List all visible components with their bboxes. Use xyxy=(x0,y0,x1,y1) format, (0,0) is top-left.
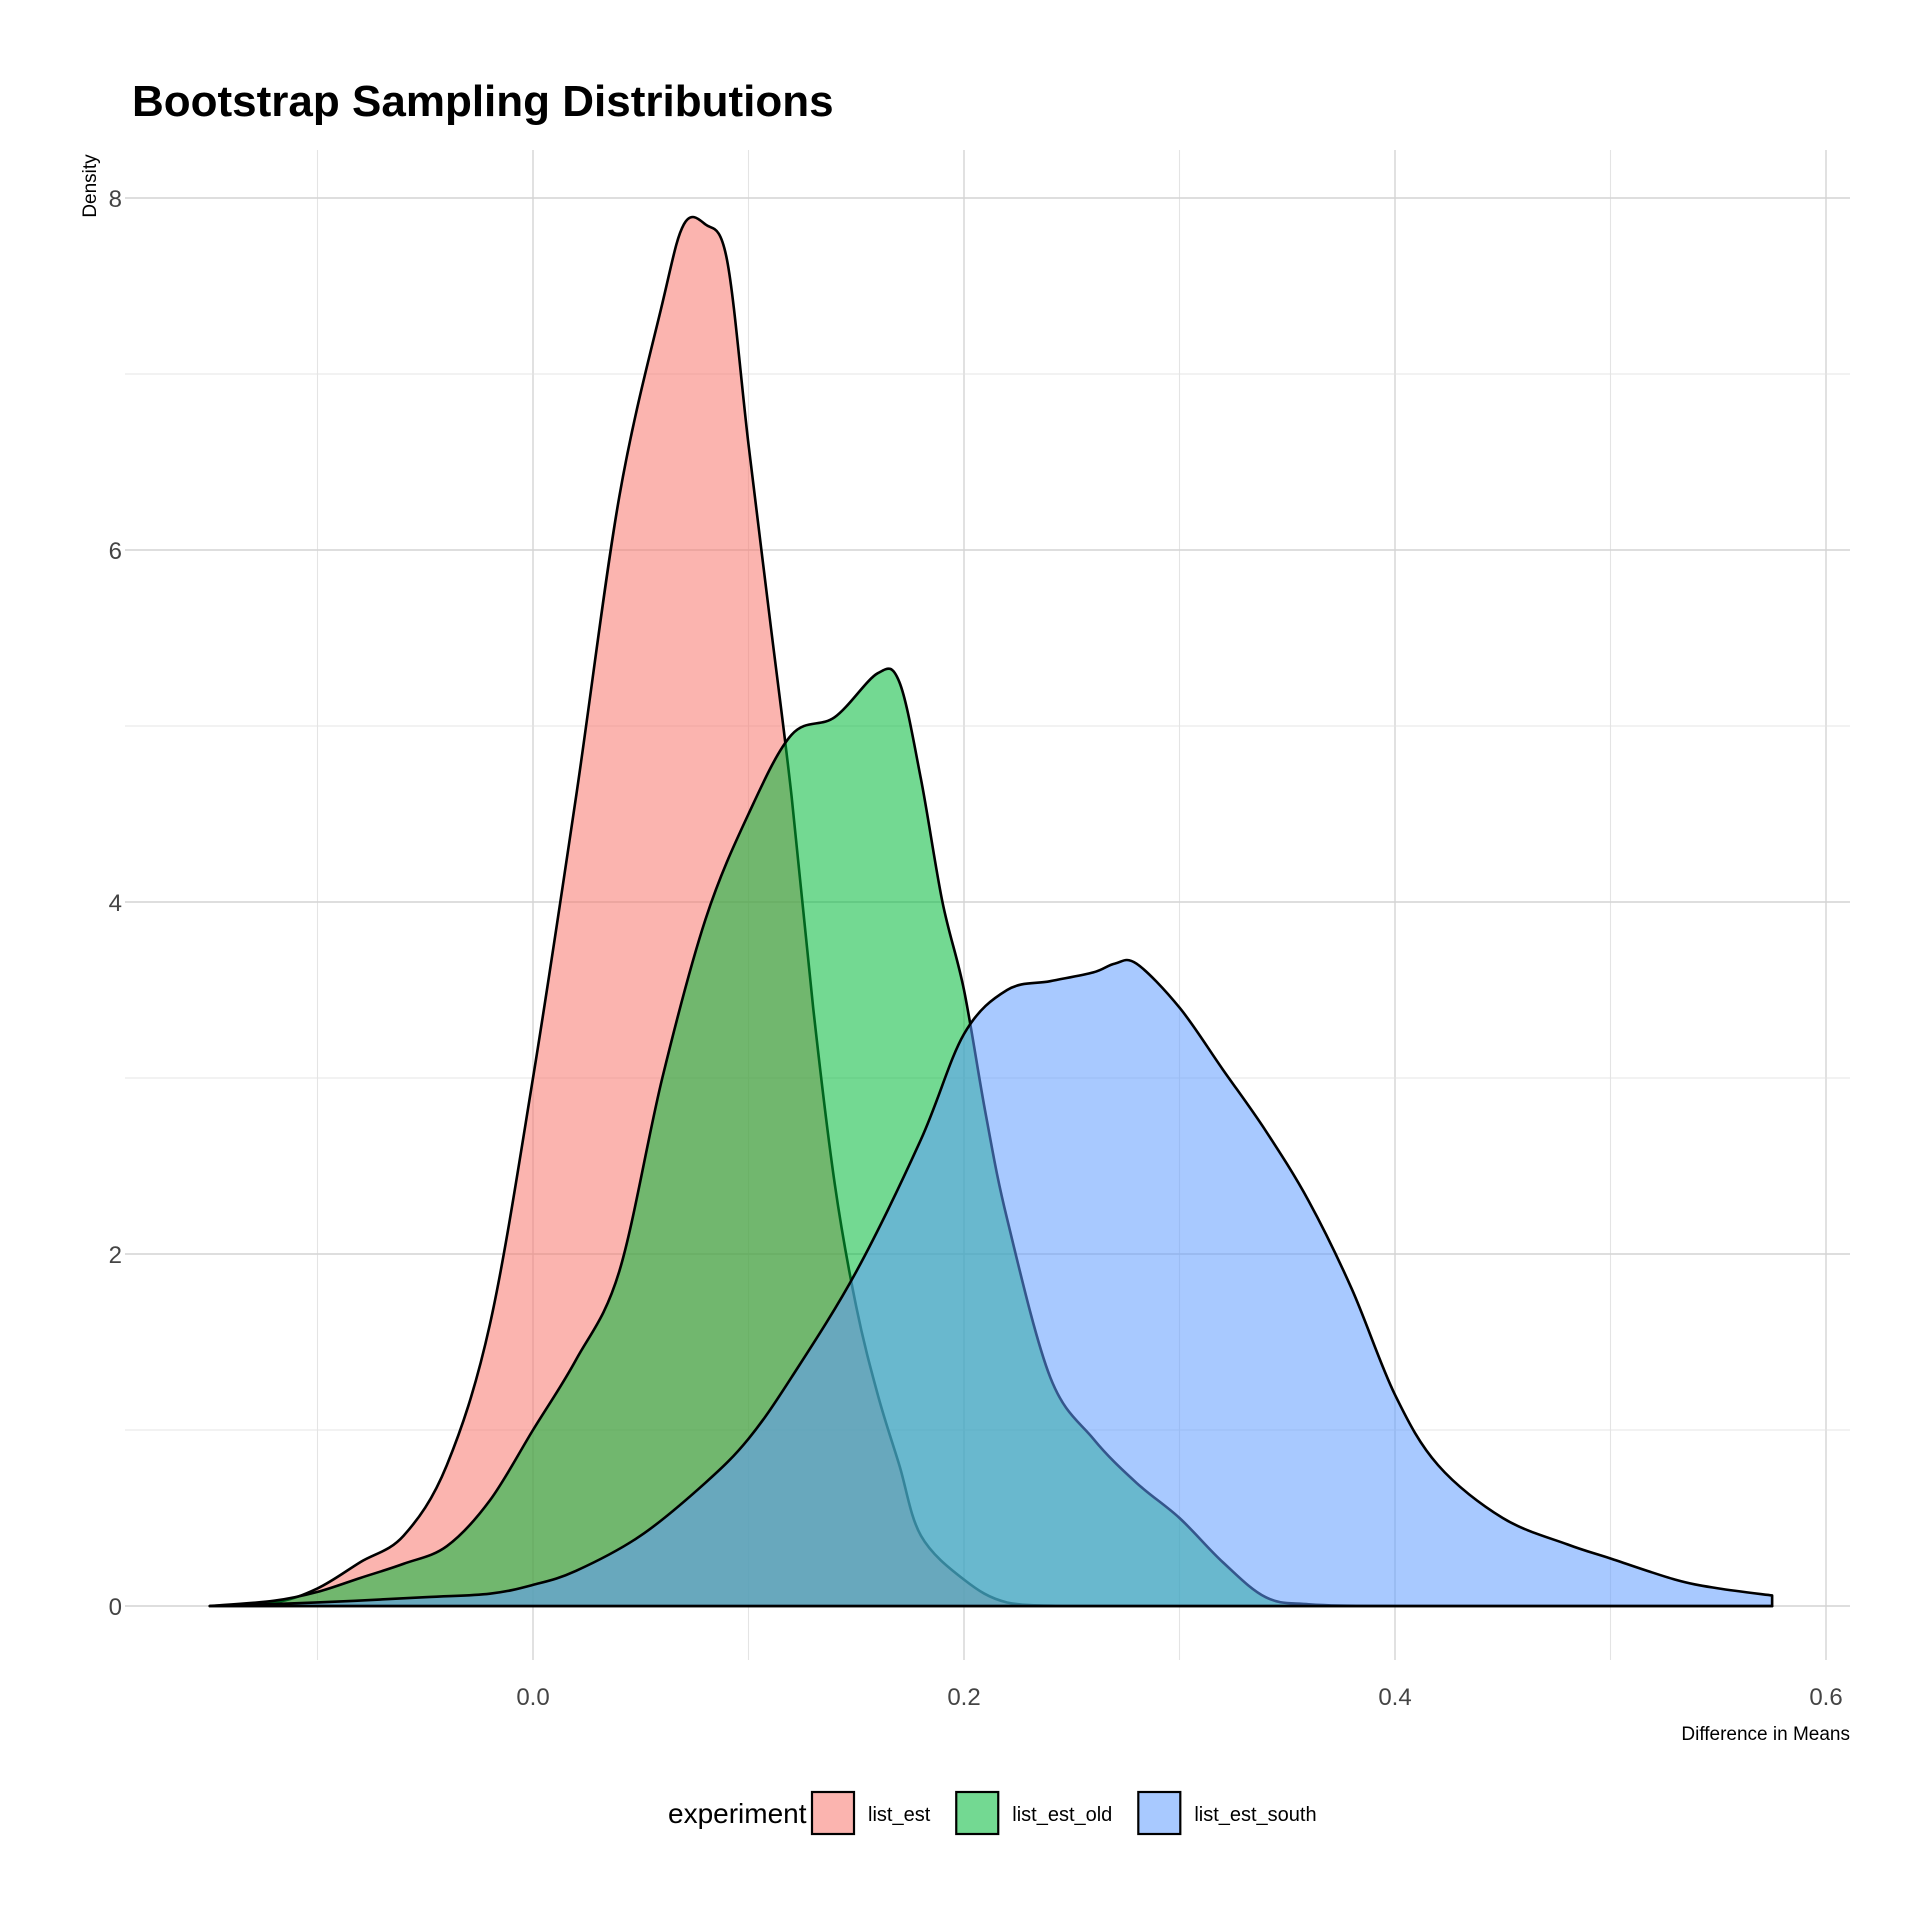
legend: experiment list_est list_est_old list_est_… xyxy=(668,1790,1317,1836)
legend-label-list-est-south: list_est_south xyxy=(1194,1804,1316,1826)
legend-title: experiment xyxy=(668,1798,807,1829)
legend-key-list-est-old xyxy=(955,1790,1000,1836)
density-list-est-south xyxy=(208,958,1774,1608)
y-tick-label: 2 xyxy=(109,1242,122,1269)
legend-key-list-est-south xyxy=(1137,1790,1182,1836)
y-axis-title: Density xyxy=(80,154,101,218)
x-tick-label: 0.0 xyxy=(516,1684,549,1711)
chart-title: Bootstrap Sampling Distributions xyxy=(132,77,834,126)
y-tick-label: 8 xyxy=(109,186,122,213)
legend-label-list-est: list_est xyxy=(868,1804,931,1826)
x-axis-title: Difference in Means xyxy=(1681,1724,1850,1745)
x-axis-ticks: 0.0 0.2 0.4 0.6 xyxy=(516,1684,1842,1711)
density-series xyxy=(208,215,1774,1608)
y-tick-label: 0 xyxy=(109,1594,122,1621)
legend-key-list-est xyxy=(810,1790,856,1836)
y-tick-label: 6 xyxy=(109,538,122,565)
x-tick-label: 0.6 xyxy=(1809,1684,1842,1711)
legend-label-list-est-old: list_est_old xyxy=(1012,1804,1112,1826)
x-tick-label: 0.4 xyxy=(1378,1684,1411,1711)
y-tick-label: 4 xyxy=(109,890,122,917)
y-axis-ticks: 0 2 4 6 8 xyxy=(109,186,122,1621)
grid xyxy=(125,150,1850,1660)
x-tick-label: 0.2 xyxy=(947,1684,980,1711)
